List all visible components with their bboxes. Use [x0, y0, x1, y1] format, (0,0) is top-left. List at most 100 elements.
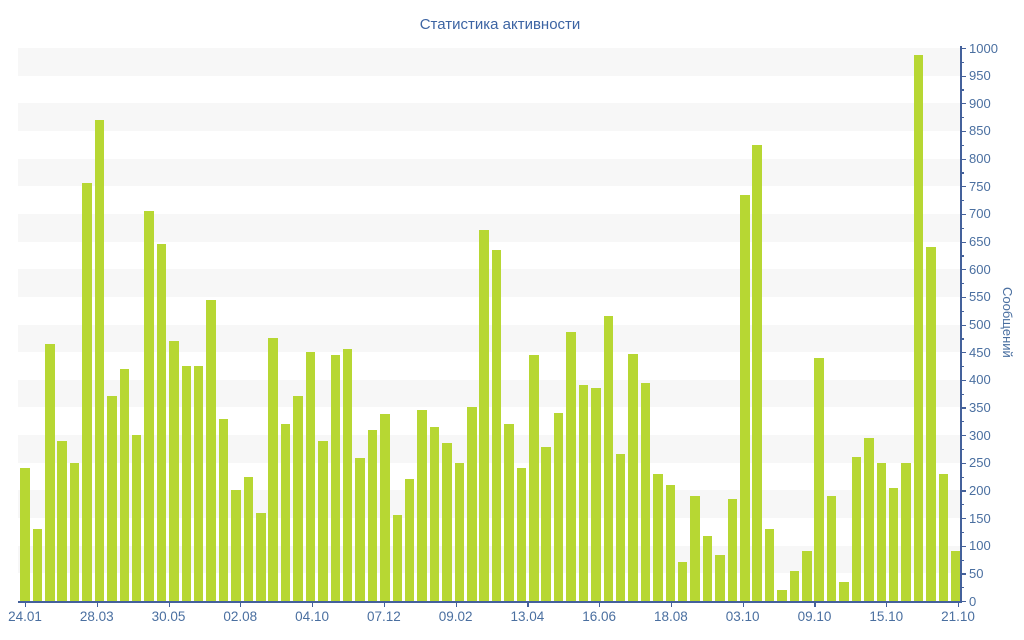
bar: [367, 429, 378, 601]
bar: [355, 458, 365, 601]
x-tick-label: 18.08: [654, 609, 688, 624]
bar: [206, 299, 216, 601]
bar: [888, 487, 899, 601]
x-major-tick: [96, 601, 98, 607]
bar: [628, 353, 638, 601]
bar: [467, 407, 477, 601]
grid-stripe: [18, 241, 960, 270]
y-tick-label: 100: [969, 538, 991, 554]
bar: [119, 368, 130, 601]
y-minor-tick: [960, 338, 964, 340]
y-tick-label: 400: [969, 372, 991, 388]
y-minor-tick: [960, 393, 964, 395]
bar: [541, 447, 551, 601]
y-minor-tick: [960, 200, 964, 202]
bar: [640, 382, 651, 601]
bar: [702, 535, 713, 601]
bar: [69, 462, 80, 601]
bar: [901, 462, 911, 601]
bar: [144, 211, 154, 601]
x-major-tick: [527, 601, 529, 607]
x-tick-label: 28.03: [79, 609, 114, 624]
y-minor-tick: [960, 283, 964, 285]
y-minor-tick: [960, 172, 964, 174]
x-tick-label: 24.01: [8, 609, 42, 624]
bar: [131, 435, 142, 601]
y-tick-label: 250: [969, 455, 991, 471]
bar: [814, 357, 824, 601]
bar: [256, 512, 266, 601]
bar: [454, 462, 465, 601]
bar: [193, 365, 204, 601]
y-major-tick: [960, 490, 966, 492]
x-major-tick: [383, 601, 386, 607]
bar: [107, 396, 117, 601]
bar: [479, 230, 489, 601]
bar: [392, 515, 403, 601]
bar: [752, 144, 762, 601]
bar: [727, 498, 738, 601]
bar: [169, 341, 179, 601]
x-major-tick: [599, 601, 601, 607]
bar: [32, 529, 43, 601]
grid-stripe: [18, 186, 960, 214]
y-minor-tick: [960, 144, 964, 146]
bar: [82, 183, 92, 601]
grid-stripe: [18, 48, 960, 76]
bar: [578, 385, 589, 601]
x-major-tick: [25, 601, 27, 607]
y-minor-tick: [960, 227, 964, 229]
y-tick-label: 650: [969, 234, 991, 250]
bar: [715, 555, 725, 601]
bar: [20, 468, 30, 601]
x-axis-line: [18, 601, 962, 603]
bar: [280, 424, 291, 601]
grid-stripe: [18, 158, 960, 187]
bar: [677, 562, 688, 601]
y-major-tick: [960, 324, 966, 326]
bar: [615, 454, 626, 601]
x-major-tick: [886, 601, 888, 607]
y-major-tick: [960, 158, 966, 160]
x-tick-label: 09.02: [438, 609, 473, 624]
y-tick-label: 350: [969, 399, 991, 415]
bar: [789, 570, 800, 601]
y-minor-tick: [960, 448, 964, 451]
bar: [516, 468, 527, 601]
y-minor-tick: [960, 587, 964, 589]
x-major-tick: [240, 601, 242, 607]
y-tick-label: 50: [969, 565, 984, 581]
x-tick-label: 09.10: [797, 609, 832, 624]
x-tick-label: 07.12: [366, 609, 401, 624]
bar: [690, 495, 700, 601]
y-axis-label: Сообщений: [1000, 286, 1015, 358]
y-tick-label: 800: [969, 151, 991, 167]
bar: [876, 462, 887, 601]
x-tick-label: 02.08: [223, 609, 258, 624]
y-tick-label: 1000: [969, 40, 998, 56]
x-tick-label: 16.06: [582, 609, 617, 624]
chart-title: Статистика активности: [419, 16, 581, 33]
y-minor-tick: [960, 117, 964, 119]
y-major-tick: [960, 186, 966, 188]
bar: [181, 365, 192, 601]
y-major-tick: [960, 103, 966, 105]
bar: [764, 529, 775, 601]
bar: [268, 338, 278, 601]
bar: [293, 396, 303, 601]
y-major-tick: [960, 601, 966, 603]
x-major-tick: [312, 601, 314, 607]
y-tick-label: 450: [969, 344, 991, 360]
y-major-tick: [960, 241, 966, 243]
bar: [951, 551, 961, 601]
bar: [740, 194, 750, 601]
bar: [156, 244, 167, 601]
y-major-tick: [960, 573, 966, 575]
bar: [243, 476, 254, 601]
bar: [938, 473, 949, 601]
y-axis-line: [960, 46, 962, 602]
y-tick-label: 900: [969, 95, 991, 111]
x-major-tick: [958, 601, 960, 607]
bar: [491, 249, 502, 601]
